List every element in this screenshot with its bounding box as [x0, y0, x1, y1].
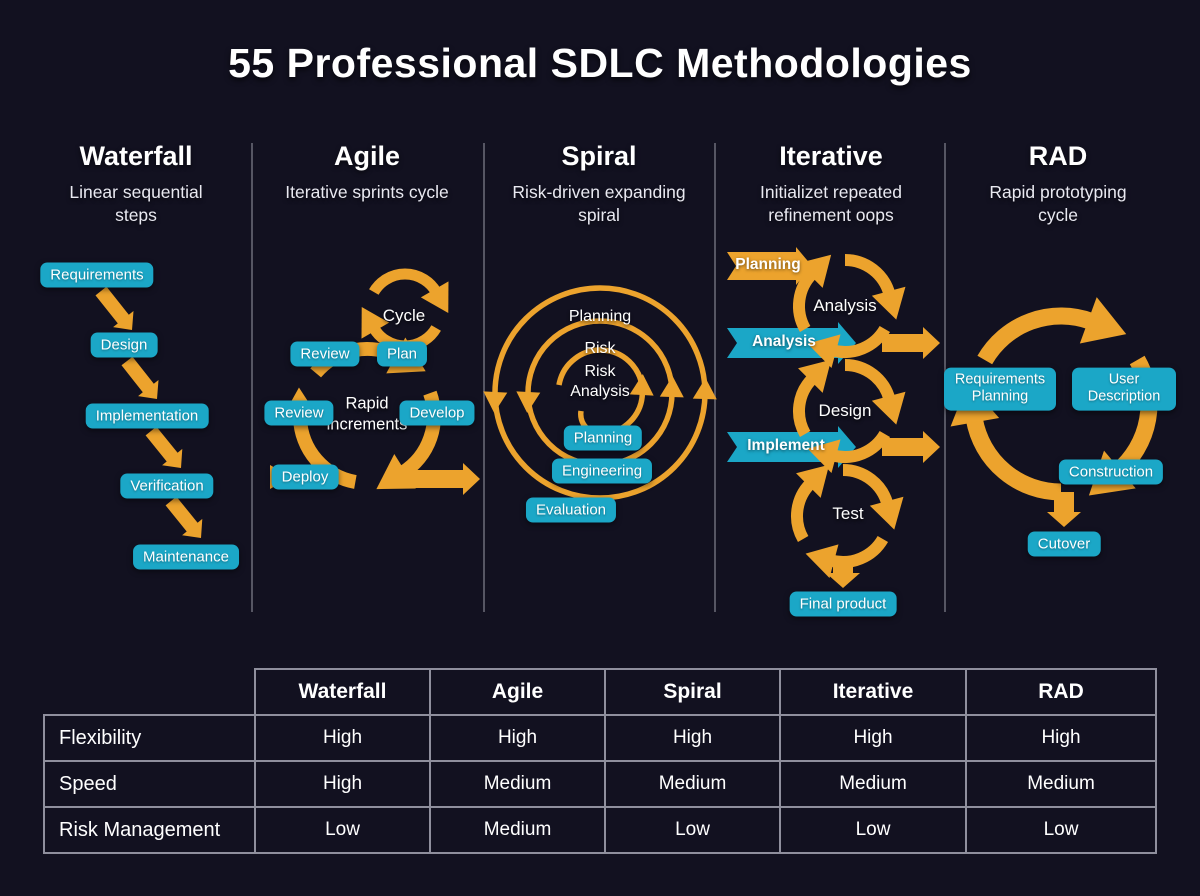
iterative-cycle-analysis-icon	[793, 254, 906, 369]
agile-stage-box: Deploy	[271, 464, 339, 490]
table-cell: High	[779, 714, 967, 762]
waterfall-step-box: Implementation	[85, 403, 209, 429]
rad-stage-box: User Description	[1072, 367, 1176, 411]
table-row: Speed High Medium Medium Medium Medium	[43, 760, 1157, 808]
agile-cycle-label: Cycle	[382, 306, 426, 325]
table-header-row: Waterfall Agile Spiral Iterative RAD	[44, 668, 1157, 716]
column-title: RAD	[1028, 141, 1088, 171]
column-title: Waterfall	[79, 141, 193, 171]
table-cell: Medium	[429, 806, 606, 854]
spiral-phase-box: Engineering	[551, 458, 653, 484]
agile-stage-box: Plan	[376, 341, 428, 367]
column-header-agile: Agile Iterative sprints cycle	[252, 141, 482, 204]
table-corner-cell	[44, 669, 255, 715]
rad-stage-box: Requirements Planning	[944, 367, 1056, 411]
iterative-ribbon-label: Planning	[735, 256, 801, 273]
comparison-table: Waterfall Agile Spiral Iterative RAD Fle…	[43, 668, 1157, 854]
column-divider	[251, 143, 253, 612]
iterative-exit-arrows-icon	[826, 327, 940, 588]
table-row: Flexibility High High High High High	[43, 714, 1157, 762]
iterative-cycle-label: Analysis	[813, 296, 877, 315]
spiral-phase-box: Evaluation	[525, 497, 617, 523]
spiral-ring-label: Risk Analysis	[570, 363, 630, 400]
table-cell: Low	[604, 806, 781, 854]
spiral-ring-label: Risk	[584, 340, 616, 357]
column-subtitle: Rapid prototyping cycle	[989, 182, 1127, 226]
table-col-header: Iterative	[779, 668, 967, 716]
page-title: 55 Professional SDLC Methodologies	[228, 40, 972, 86]
table-col-header: RAD	[965, 668, 1157, 716]
agile-stage-box: Review	[264, 400, 334, 426]
column-header-rad: RAD Rapid prototyping cycle	[943, 141, 1173, 227]
column-title: Spiral	[561, 141, 637, 171]
waterfall-step-box: Requirements	[40, 262, 154, 288]
column-title: Agile	[333, 141, 400, 171]
table-row-label: Speed	[43, 760, 256, 808]
agile-center-label: Rapid increments	[326, 394, 408, 433]
table-row-label: Flexibility	[43, 714, 256, 762]
column-subtitle: Iterative sprints cycle	[285, 182, 449, 202]
table-row: Risk Management Low Medium Low Low Low	[43, 806, 1157, 854]
table-cell: High	[254, 760, 431, 808]
table-col-header: Agile	[429, 668, 606, 716]
table-cell: High	[604, 714, 781, 762]
iterative-result-box: Final product	[789, 591, 897, 617]
agile-stage-box: Develop	[399, 400, 475, 426]
column-header-spiral: Spiral Risk-driven expanding spiral	[484, 141, 714, 227]
table-row-label: Risk Management	[43, 806, 256, 854]
spiral-phase-box: Planning	[563, 425, 643, 451]
column-subtitle: Initializet repeated refinement oops	[759, 182, 903, 226]
column-divider	[483, 143, 485, 612]
iterative-cycle-design-icon	[793, 359, 906, 474]
waterfall-step-box: Design	[90, 332, 158, 358]
iterative-cycle-label: Test	[832, 504, 864, 523]
table-cell: Low	[254, 806, 431, 854]
table-cell: Medium	[604, 760, 781, 808]
table-col-header: Spiral	[604, 668, 781, 716]
column-subtitle: Risk-driven expanding spiral	[512, 182, 686, 226]
iterative-ribbon-label: Implement	[747, 437, 825, 454]
iterative-ribbons-icon	[727, 247, 856, 468]
column-divider	[714, 143, 716, 612]
rad-stage-box: Construction	[1058, 459, 1164, 485]
table-cell: Medium	[429, 760, 606, 808]
column-header-iterative: Iterative Initializet repeated refinemen…	[716, 141, 946, 227]
waterfall-step-box: Maintenance	[133, 544, 239, 570]
spiral-ring-label: Planning	[568, 308, 632, 325]
waterfall-step-box: Verification	[120, 473, 214, 499]
rad-exit-arrow-icon	[1047, 492, 1081, 527]
column-header-waterfall: Waterfall Linear sequential steps	[21, 141, 251, 227]
rad-stage-box: Cutover	[1027, 531, 1101, 557]
iterative-cycle-label: Design	[818, 401, 872, 420]
table-cell: High	[254, 714, 431, 762]
table-col-header: Waterfall	[254, 668, 431, 716]
table-cell: Medium	[965, 760, 1157, 808]
table-cell: Low	[965, 806, 1157, 854]
waterfall-arrows-icon	[95, 286, 203, 538]
table-cell: Low	[779, 806, 967, 854]
column-title: Iterative	[779, 141, 883, 171]
agile-stage-box: Review	[290, 341, 360, 367]
table-cell: Medium	[779, 760, 967, 808]
iterative-ribbon-label: Analysis	[752, 333, 816, 350]
table-cell: High	[965, 714, 1157, 762]
column-subtitle: Linear sequential steps	[69, 182, 203, 226]
table-cell: High	[429, 714, 606, 762]
